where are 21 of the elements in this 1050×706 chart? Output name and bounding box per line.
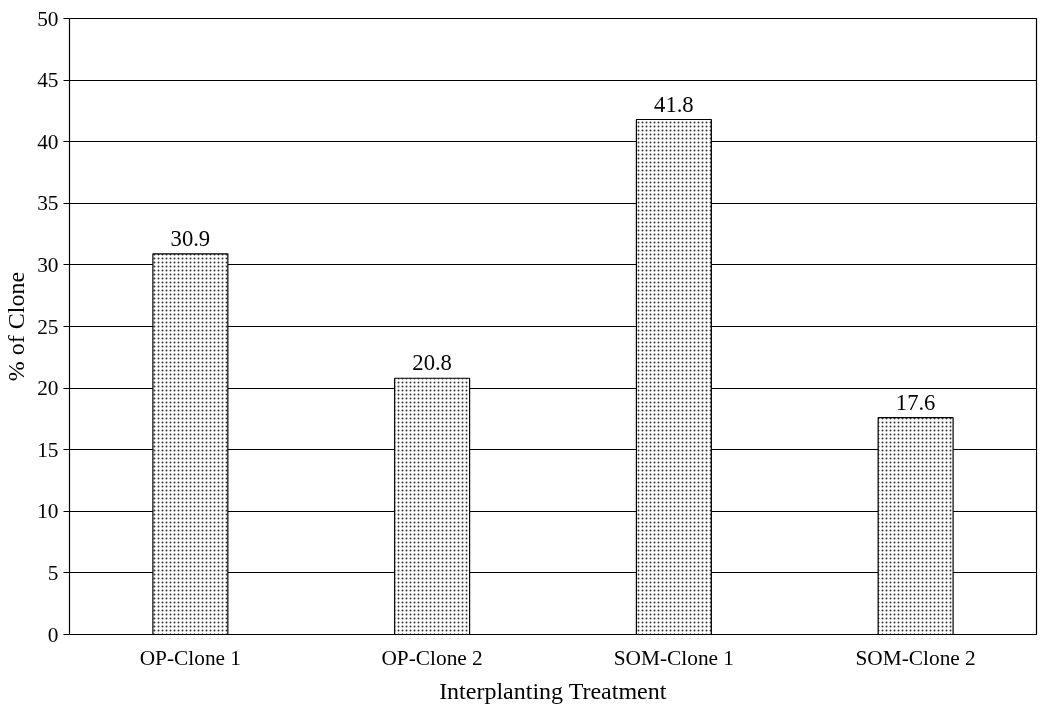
x-tick-label: SOM-Clone 1 — [613, 645, 735, 670]
x-axis-title: Interplanting Treatment — [439, 677, 667, 704]
y-tick-label: 30 — [37, 252, 59, 277]
data-label: 20.8 — [412, 350, 452, 376]
y-tick-label: 20 — [37, 376, 59, 401]
y-tick-label: 0 — [47, 622, 59, 647]
data-label: 30.9 — [170, 225, 211, 251]
x-tick-label: OP-Clone 1 — [139, 645, 242, 670]
y-tick-label: 25 — [37, 314, 59, 339]
data-label: 41.8 — [654, 91, 694, 117]
x-tick-label: SOM-Clone 2 — [855, 645, 976, 670]
y-tick-label: 15 — [37, 437, 59, 462]
x-tick-label: OP-Clone 2 — [381, 645, 483, 670]
y-tick-label: 50 — [37, 6, 59, 31]
y-tick-label: 5 — [47, 560, 59, 585]
y-axis-title: % of Clone — [3, 271, 30, 382]
y-tick-label: 10 — [37, 499, 59, 524]
y-tick-label: 45 — [37, 68, 59, 93]
data-label: 17.6 — [895, 389, 936, 415]
y-tick-label: 40 — [37, 129, 59, 154]
y-tick-label: 35 — [37, 191, 59, 216]
